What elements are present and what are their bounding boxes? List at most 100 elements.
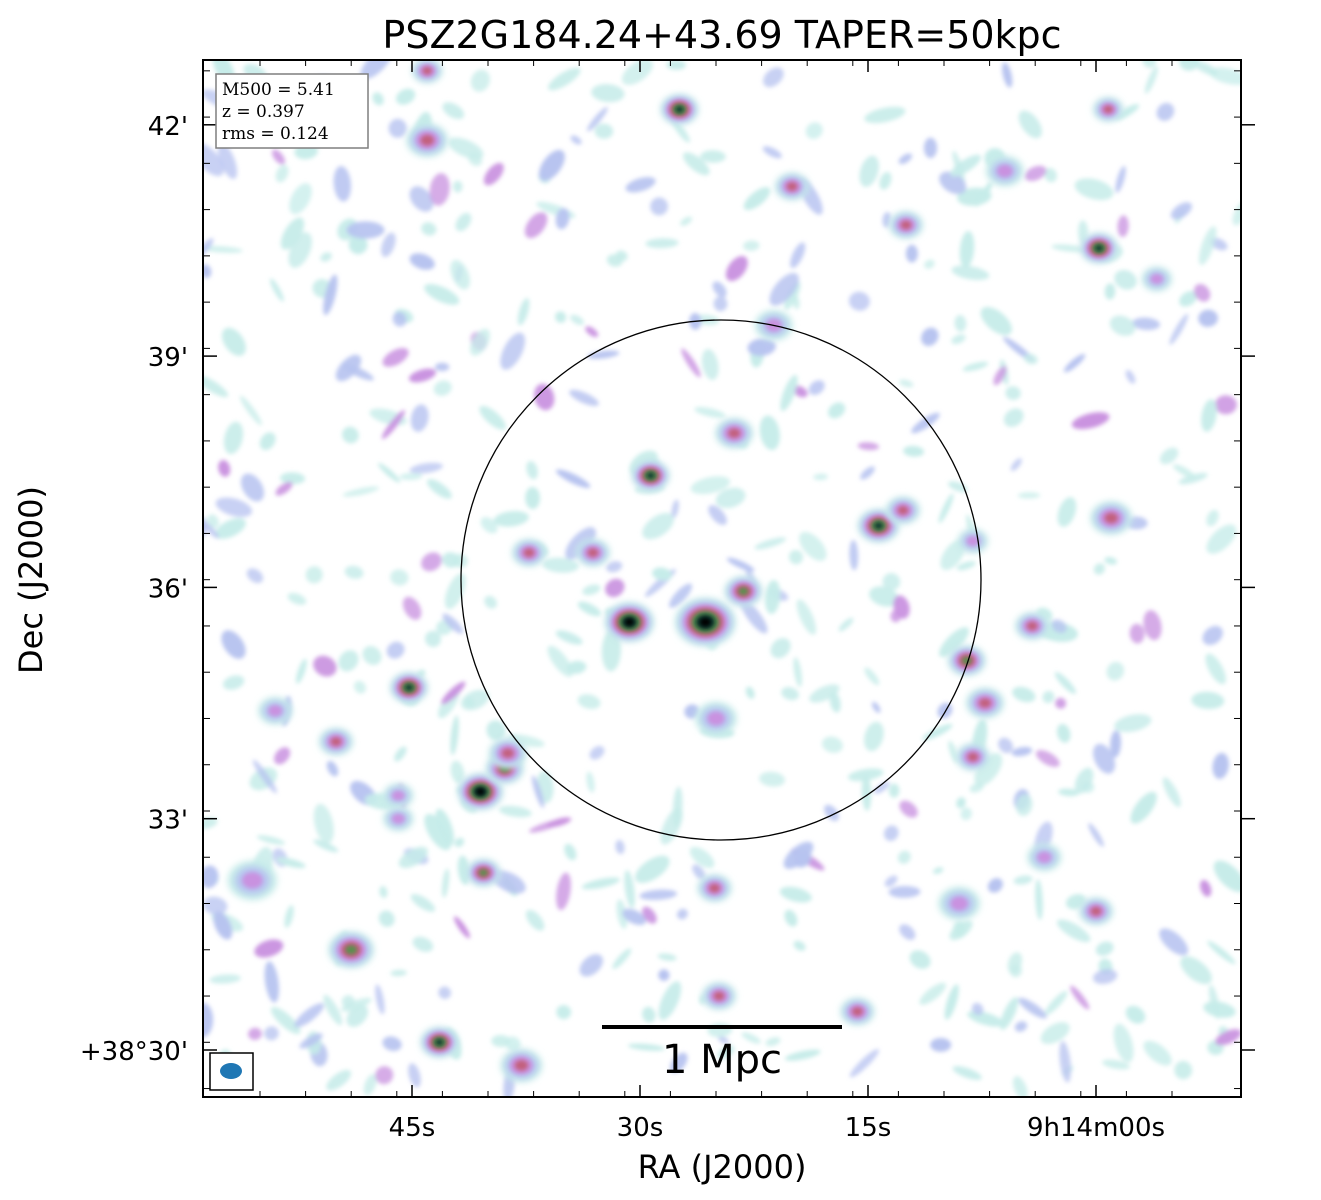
noise-blob: [1191, 691, 1225, 710]
noise-blob: [213, 911, 233, 940]
noise-blob: [1010, 458, 1022, 471]
noise-blob: [1169, 313, 1189, 345]
noise-blob: [577, 601, 602, 617]
noise-blob: [765, 1037, 781, 1047]
noise-blob: [239, 395, 262, 426]
noise-blob: [764, 579, 781, 615]
noise-blob: [323, 994, 343, 1026]
noise-blob: [455, 212, 472, 232]
noise-layer: [203, 60, 1241, 1097]
noise-blob: [741, 1032, 761, 1044]
noise-blob: [1202, 625, 1223, 646]
noise-blob: [390, 969, 407, 977]
noise-blob: [747, 338, 776, 356]
noise-blob: [601, 629, 622, 672]
noise-blob: [799, 531, 827, 561]
noise-blob: [670, 1052, 688, 1073]
source-contour: [707, 711, 725, 726]
noise-blob: [441, 868, 450, 898]
noise-blob: [1051, 619, 1067, 633]
noise-blob: [438, 986, 452, 999]
noise-blob: [1212, 752, 1229, 779]
noise-blob: [1040, 1022, 1070, 1045]
noise-blob: [409, 462, 443, 474]
noise-blob: [923, 137, 938, 159]
noise-blob: [569, 389, 599, 406]
noise-blob: [796, 599, 817, 635]
noise-blob: [388, 118, 407, 138]
noise-blob: [326, 1069, 352, 1091]
noise-blob: [555, 469, 591, 488]
noise-blob: [528, 819, 565, 833]
noise-blob: [275, 481, 293, 496]
source-contour: [979, 698, 991, 708]
noise-blob: [689, 846, 715, 869]
noise-blob: [1042, 690, 1055, 704]
noise-blob: [453, 916, 471, 939]
noise-blob: [1159, 447, 1179, 465]
noise-blob: [269, 278, 284, 302]
noise-blob: [1193, 283, 1211, 302]
noise-blob: [864, 106, 906, 124]
noise-blob: [1044, 167, 1057, 183]
noise-blob: [493, 510, 529, 527]
source-contour: [738, 587, 749, 596]
noise-blob: [769, 272, 799, 306]
noise-blob: [341, 995, 355, 1009]
scale-bar-label: 1 Mpc: [662, 1037, 782, 1083]
noise-blob: [288, 232, 312, 268]
noise-blob: [206, 514, 219, 529]
beam-indicator: [209, 1052, 254, 1091]
noise-blob: [424, 630, 442, 648]
noise-blob: [434, 362, 450, 372]
radio-source: [695, 701, 737, 736]
noise-blob: [951, 334, 966, 345]
noise-blob: [264, 1026, 279, 1041]
noise-blob: [491, 1034, 511, 1048]
noise-blob: [1104, 283, 1116, 300]
noise-blob: [849, 539, 859, 571]
noise-blob: [639, 889, 678, 901]
noise-blob: [939, 171, 967, 195]
y-tick-label: +38°30': [80, 1037, 188, 1067]
noise-blob: [395, 88, 416, 105]
source-contour: [728, 428, 741, 439]
source-contour: [345, 945, 358, 955]
noise-blob: [1003, 408, 1024, 427]
noise-blob: [899, 800, 918, 818]
noise-blob: [1172, 464, 1195, 478]
noise-blob: [671, 499, 679, 518]
noise-blob: [1070, 985, 1090, 1010]
noise-blob: [326, 760, 339, 777]
noise-blob: [948, 481, 968, 493]
noise-blob: [424, 813, 451, 851]
radio-source: [1090, 501, 1133, 535]
noise-blob: [534, 383, 555, 411]
radio-source: [383, 806, 414, 831]
noise-blob: [622, 908, 647, 926]
noise-blob: [498, 805, 532, 818]
noise-blob: [658, 981, 682, 1020]
noise-blob: [203, 896, 228, 915]
radio-source: [955, 743, 991, 771]
radio-source: [697, 874, 732, 902]
scale-bar: 1 Mpc: [602, 1025, 842, 1083]
source-contour: [950, 896, 968, 911]
noise-blob: [378, 910, 395, 927]
noise-blob: [421, 552, 442, 572]
noise-blob: [1093, 743, 1116, 774]
radio-source: [383, 783, 414, 808]
noise-blob: [382, 347, 409, 367]
radio-source: [660, 94, 699, 125]
noise-blob: [1000, 997, 1019, 1030]
noise-blob: [930, 1038, 952, 1052]
noise-blob: [650, 197, 669, 216]
source-contour: [587, 548, 599, 558]
noise-blob: [743, 187, 771, 211]
radio-source: [857, 509, 900, 543]
source-layer: [227, 60, 1173, 1083]
noise-blob: [1143, 1040, 1172, 1066]
radio-source: [966, 687, 1004, 719]
axis-ticks: [203, 60, 1255, 1097]
noise-blob: [433, 380, 452, 396]
